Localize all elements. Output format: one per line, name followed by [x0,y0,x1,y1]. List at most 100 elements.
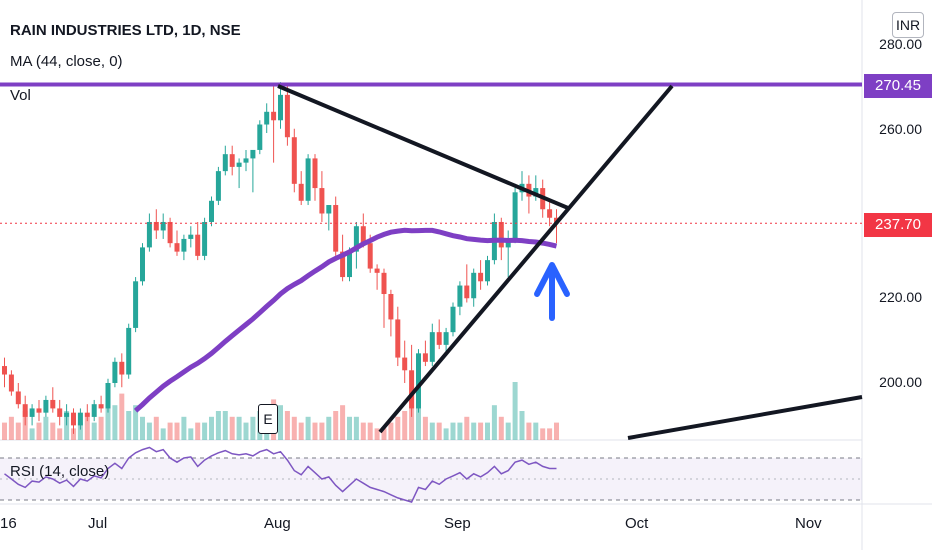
candle [291,128,297,193]
candle-body [195,234,201,256]
candle [471,268,477,307]
volume-bar [505,422,511,440]
volume-bar [533,422,539,440]
volume-bar [105,399,111,440]
candle [236,158,242,189]
volume-bar [77,422,83,440]
volume-bar [181,416,187,440]
arrow-head [534,262,570,297]
volume-bar [291,416,297,440]
candle [271,86,277,163]
candle-body [478,272,484,282]
candle-body [360,226,366,244]
currency-button[interactable]: INR [892,12,924,38]
candle [478,260,484,290]
volume-bar [64,411,70,440]
volume-bar [284,411,290,440]
candle [464,264,470,303]
volume-bar [554,422,559,440]
volume-bar [71,428,76,440]
candle [188,226,194,248]
volume-bar [153,416,159,440]
candle-body [126,327,132,375]
rsi-band [0,458,862,500]
candle-body [133,281,139,328]
candle-body [50,399,56,409]
volume-bar [222,411,228,440]
candle-body [505,238,511,248]
candle-body [284,94,290,138]
candle-body [8,374,14,392]
candle-body [278,94,283,121]
candle [112,357,118,388]
candle-body [367,243,373,269]
volume-bar [202,422,208,440]
candle [416,349,421,413]
volume-bar [388,422,394,440]
volume-bar [98,416,104,440]
volume-bar [519,411,525,440]
candle-body [22,404,28,417]
candle [512,183,518,244]
candle-body [153,221,159,231]
candle-body [167,221,173,244]
candle-body [374,268,380,273]
earnings-marker[interactable]: E [258,404,278,434]
candle [485,255,490,286]
volume-bar [464,416,470,440]
candle [250,149,256,193]
volume-bar [146,422,152,440]
y-tick-label: 280.00 [879,36,922,52]
volume-bar [50,422,56,440]
volume-bars [2,382,559,440]
chart-title: RAIN INDUSTRIES LTD, 1D, NSE [10,22,241,39]
candle-body [429,332,435,362]
candle [409,344,415,417]
candle [50,387,56,413]
volume-bar [471,422,477,440]
volume-bar [2,422,7,440]
candle [209,196,214,227]
candle-body [457,285,463,307]
candle-body [471,272,477,299]
candle [457,281,463,316]
volume-bar [167,422,173,440]
volume-bar [133,405,139,440]
candle [22,395,28,426]
candle-body [353,226,359,252]
candle-body [347,251,352,278]
x-tick-label: Sep [444,515,471,532]
volume-bar [174,422,180,440]
last-price-tag: 237.70 [864,213,932,237]
candle [2,357,7,388]
volume-bar [91,422,97,440]
candle-body [222,154,228,172]
candle [505,230,511,278]
rsi-indicator-label[interactable]: RSI (14, close) [10,463,110,480]
volume-indicator-label[interactable]: Vol [10,87,31,104]
candle-body [236,162,242,167]
volume-bar [84,416,90,440]
candle-body [112,361,118,383]
volume-bar [15,422,21,440]
candle [8,370,14,396]
candle-body [15,391,21,405]
candle [119,353,125,388]
volume-bar [140,416,145,440]
volume-bar [457,422,463,440]
trendline-lower [378,84,674,434]
candle [15,383,21,409]
candle [43,395,49,417]
candle [278,82,283,129]
volume-bar [340,405,346,440]
volume-bar [29,428,35,440]
ma-indicator-label[interactable]: MA (44, close, 0) [10,53,123,70]
candle [160,213,166,239]
candle-body [485,260,490,282]
candle-body [395,319,401,358]
candle [215,166,221,206]
y-tick-label: 200.00 [879,374,922,390]
candle [64,404,70,426]
